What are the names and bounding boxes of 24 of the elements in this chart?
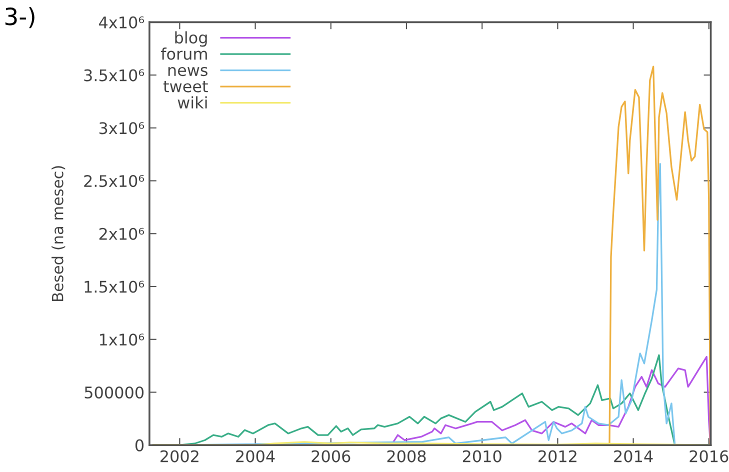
y-axis-title: Besed (na mesec) (52, 166, 66, 301)
x-tick-label: 2016 (690, 450, 728, 462)
y-tick-label: 1.5x10⁶ (84, 280, 144, 293)
text: 3-) (5, 7, 34, 28)
y-tick-label: 3.5x10⁶ (84, 69, 144, 82)
legend-label: blog (175, 31, 207, 47)
y-tick-label: 500000 (84, 386, 144, 399)
x-tick-label: 2014 (614, 450, 653, 462)
y-tick-label: 4x10⁶ (99, 16, 144, 28)
y-tick-label: 0 (135, 439, 144, 452)
y-tick-label: 2x10⁶ (99, 228, 144, 240)
y-tick-label: 1x10⁶ (100, 334, 144, 346)
legend-label: wiki (178, 96, 207, 108)
y-tick-label: 2.5x10⁶ (84, 174, 144, 188)
x-tick-label: 2006 (312, 450, 350, 462)
x-tick-label: 2012 (538, 450, 576, 462)
x-tick-label: 2004 (236, 450, 275, 462)
y-tick-label: 3x10⁶ (99, 122, 144, 134)
x-tick-label: 2008 (387, 450, 426, 462)
legend-label: tweet (163, 80, 208, 92)
legend-label: forum (160, 48, 207, 60)
x-tick-label: 2002 (160, 450, 198, 462)
x-tick-label: 2010 (462, 450, 502, 462)
legend-label: news (168, 66, 208, 76)
